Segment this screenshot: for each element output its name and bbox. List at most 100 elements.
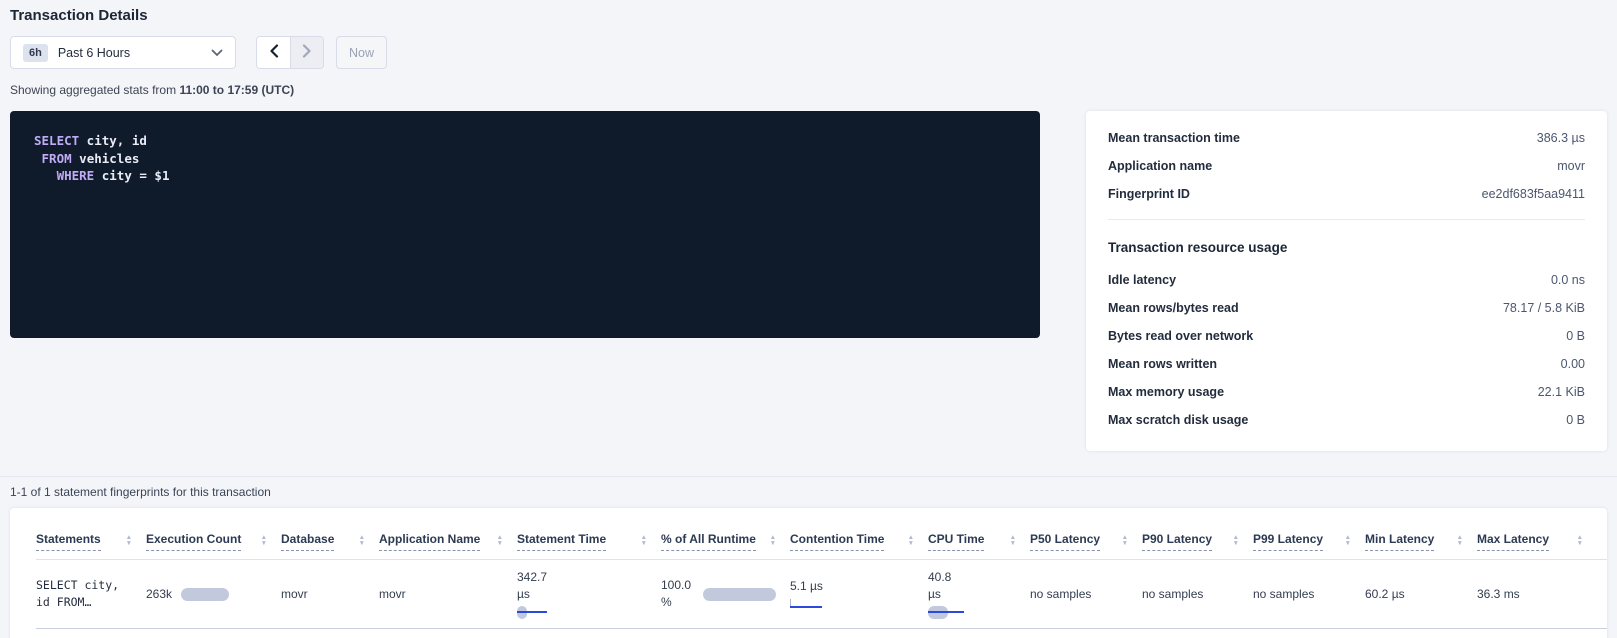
resource-label: Max scratch disk usage: [1108, 413, 1249, 427]
column-header-label: Application Name: [379, 532, 481, 551]
time-range-dropdown[interactable]: 6h Past 6 Hours: [10, 36, 236, 69]
resource-label: Bytes read over network: [1108, 329, 1254, 343]
column-header-p50-latency[interactable]: P50 Latency ▲ ▼: [1030, 532, 1142, 559]
resource-value: 78.17 / 5.8 KiB: [1502, 301, 1585, 315]
statements-table-caption: 1-1 of 1 statement fingerprints for this…: [10, 485, 271, 499]
aggregated-stats-caption: Showing aggregated stats from 11:00 to 1…: [10, 83, 295, 97]
resource-row: Mean rows/bytes read 78.17 / 5.8 KiB: [1108, 301, 1585, 315]
time-nav-group: [256, 36, 324, 69]
pct-runtime-cell: 100.0 %: [661, 577, 790, 611]
resource-value: 0.0 ns: [1550, 273, 1585, 287]
column-header-application-name[interactable]: Application Name ▲ ▼: [379, 532, 517, 559]
min-latency-cell: 60.2 µs: [1365, 587, 1405, 601]
time-toolbar: 6h Past 6 Hours Now: [10, 36, 1607, 69]
p50-latency-cell: no samples: [1030, 587, 1092, 601]
column-header-execution-count[interactable]: Execution Count ▲ ▼: [146, 532, 281, 559]
page-title: Transaction Details: [10, 7, 148, 24]
resource-value: 0 B: [1566, 413, 1585, 427]
contention-time-cell: 5.1 µs: [790, 578, 928, 610]
sort-icon: ▲ ▼: [1121, 534, 1128, 547]
column-header-label: Statements: [36, 532, 101, 551]
resource-label: Mean rows/bytes read: [1108, 301, 1239, 315]
sort-icon: ▲ ▼: [496, 534, 503, 547]
chevron-right-icon: [302, 44, 312, 61]
resource-row: Mean rows written 0.00: [1108, 357, 1585, 371]
column-header-label: % of All Runtime: [661, 532, 756, 551]
summary-label: Fingerprint ID: [1108, 187, 1190, 201]
resource-usage-title: Transaction resource usage: [1108, 240, 1288, 255]
sort-icon: ▲ ▼: [358, 534, 365, 547]
resource-label: Mean rows written: [1108, 357, 1218, 371]
column-header-contention-time[interactable]: Contention Time ▲ ▼: [790, 532, 928, 559]
column-header-p99-latency[interactable]: P99 Latency ▲ ▼: [1253, 532, 1365, 559]
sort-icon: ▲ ▼: [1344, 534, 1351, 547]
summary-row: Fingerprint ID ee2df683f5aa9411: [1108, 187, 1585, 201]
sort-icon: ▲ ▼: [907, 534, 914, 547]
cpu-time-cell: 40.8 µs: [928, 569, 1030, 619]
resource-row: Max scratch disk usage 0 B: [1108, 413, 1585, 427]
pct-runtime-bar: [703, 587, 776, 601]
statement-time-cell: 342.7 µs: [517, 569, 661, 619]
resource-label: Idle latency: [1108, 273, 1177, 287]
column-header-statements[interactable]: Statements ▲ ▼: [36, 532, 146, 559]
chevron-left-icon: [269, 44, 279, 61]
max-latency-cell: 36.3 ms: [1477, 587, 1520, 601]
sql-statement-box: SELECT city, id FROM vehicles WHERE city…: [10, 111, 1040, 338]
time-range-text: 11:00 to 17:59 (UTC): [179, 83, 295, 97]
next-interval-button[interactable]: [290, 37, 323, 68]
resource-value: 0 B: [1566, 329, 1585, 343]
time-range-badge: 6h: [23, 43, 48, 62]
sort-icon: ▲ ▼: [260, 534, 267, 547]
p90-latency-cell: no samples: [1142, 587, 1204, 601]
column-header-label: Min Latency: [1365, 532, 1435, 551]
resource-row: Bytes read over network 0 B: [1108, 329, 1585, 343]
transaction-summary-card: Mean transaction time 386.3 µs Application…: [1086, 111, 1607, 451]
sort-icon: ▲ ▼: [1232, 534, 1239, 547]
statements-table: Statements ▲ ▼ Execution Count ▲ ▼ Database ▲ ▼ A…: [10, 508, 1607, 638]
summary-top-rows: Mean transaction time 386.3 µs Application…: [1108, 131, 1585, 201]
p99-latency-cell: no samples: [1253, 587, 1315, 601]
column-header-statement-time[interactable]: Statement Time ▲ ▼: [517, 532, 661, 559]
content-row: SELECT city, id FROM vehicles WHERE city…: [10, 111, 1607, 451]
column-header-label: Contention Time: [790, 532, 885, 551]
sql-code: SELECT city, id FROM vehicles WHERE city…: [34, 133, 170, 183]
sort-icon: ▲ ▼: [125, 534, 132, 547]
statement-link[interactable]: SELECT city, id FROM…: [36, 578, 120, 609]
statement-time-bar: [517, 606, 647, 619]
time-range-label: Past 6 Hours: [57, 45, 131, 60]
column-header-min-latency[interactable]: Min Latency ▲ ▼: [1365, 532, 1477, 559]
contention-time-bar: [790, 599, 914, 610]
resource-row: Idle latency 0.0 ns: [1108, 273, 1585, 287]
summary-divider: [1108, 219, 1585, 220]
column-header-label: Execution Count: [146, 532, 242, 551]
previous-interval-button[interactable]: [257, 37, 290, 68]
column-header-label: P50 Latency: [1030, 532, 1101, 551]
column-header-label: P99 Latency: [1253, 532, 1324, 551]
application-name-cell: movr: [379, 587, 406, 601]
column-header-label: Statement Time: [517, 532, 607, 551]
summary-row: Application name movr: [1108, 159, 1585, 173]
column-header--of-all-runtime[interactable]: % of All Runtime ▲ ▼: [661, 532, 790, 559]
column-header-max-latency[interactable]: Max Latency ▲ ▼: [1477, 532, 1597, 559]
resource-label: Max memory usage: [1108, 385, 1225, 399]
summary-value: movr: [1557, 159, 1585, 173]
table-row: SELECT city, id FROM… 263k movr movr 342…: [36, 560, 1607, 629]
column-header-label: Max Latency: [1477, 532, 1550, 551]
column-header-label: P90 Latency: [1142, 532, 1213, 551]
now-button[interactable]: Now: [336, 36, 388, 69]
resource-usage-rows: Idle latency 0.0 ns Mean rows/bytes read 78…: [1108, 273, 1585, 427]
summary-value: 386.3 µs: [1536, 131, 1585, 145]
column-header-p90-latency[interactable]: P90 Latency ▲ ▼: [1142, 532, 1253, 559]
column-header-label: Database: [281, 532, 335, 551]
database-cell: movr: [281, 587, 308, 601]
cpu-time-bar: [928, 606, 1016, 619]
sort-icon: ▲ ▼: [640, 534, 647, 547]
resource-value: 0.00: [1560, 357, 1585, 371]
section-divider: [0, 476, 1617, 477]
column-header-cpu-time[interactable]: CPU Time ▲ ▼: [928, 532, 1030, 559]
chevron-down-icon: [211, 49, 223, 57]
sort-icon: ▲ ▼: [769, 534, 776, 547]
column-header-database[interactable]: Database ▲ ▼: [281, 532, 379, 559]
column-header-label: CPU Time: [928, 532, 985, 551]
